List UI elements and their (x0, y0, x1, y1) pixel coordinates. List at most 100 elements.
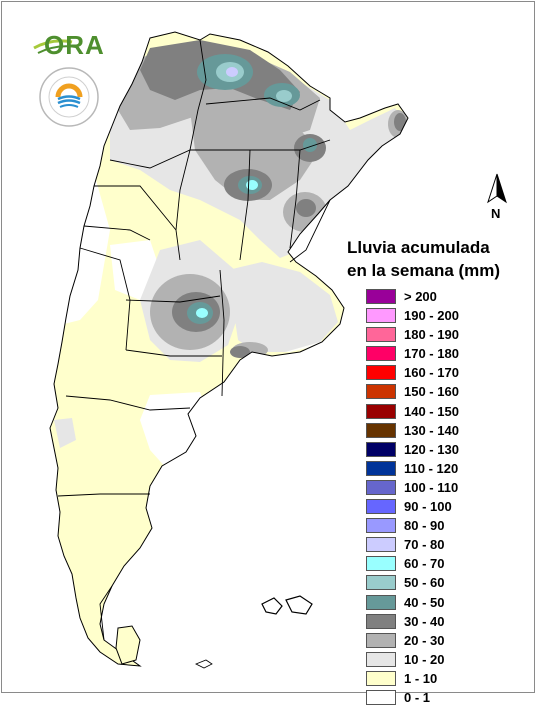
legend-swatch (366, 308, 396, 324)
legend-item: 80 - 90 (366, 516, 506, 535)
boundary-catamarca-chaco (109, 139, 331, 169)
legend-label: 20 - 30 (404, 632, 445, 648)
zone-70-80-salta (226, 67, 238, 77)
legend-item: 30 - 40 (366, 612, 506, 631)
legend-item: 130 - 140 (366, 421, 506, 440)
legend-swatch (366, 499, 396, 515)
legend-label: 190 - 200 (404, 308, 459, 324)
zone-50-60-formosa (276, 90, 292, 102)
legend-label: > 200 (404, 289, 437, 304)
boundary-corrientes-entrerios (289, 199, 331, 263)
legend-label: 160 - 170 (404, 365, 459, 381)
legend-swatch (366, 346, 396, 362)
legend-label: 0 - 1 (404, 689, 431, 705)
ora-logo: ORA (32, 28, 106, 60)
isla-estados (195, 659, 213, 669)
boundary-neuquen-rionegro (65, 395, 191, 411)
zone-30-40-corrientes (296, 199, 316, 217)
legend-swatch (366, 594, 396, 610)
legend-item: 190 - 200 (366, 306, 506, 325)
legend-item: 100 - 110 (366, 478, 506, 497)
legend-label: 120 - 130 (404, 441, 459, 457)
legend-swatch (366, 422, 396, 438)
boundary-santacruz-tdf (99, 585, 113, 641)
rain-fields (50, 40, 408, 470)
legend-swatch (366, 670, 396, 686)
legend-item: 110 - 120 (366, 459, 506, 478)
legend-item: 70 - 80 (366, 535, 506, 554)
legend-label: 80 - 90 (404, 518, 445, 534)
legend-swatch (366, 479, 396, 495)
legend-label: 60 - 70 (404, 556, 445, 572)
boundary-catamarca-cordoba (175, 149, 191, 261)
north-arrow-label: N (491, 206, 501, 221)
legend-item: 20 - 30 (366, 631, 506, 650)
zone-10-20-patagonia (54, 418, 76, 448)
smn-seal-logo (38, 66, 100, 128)
legend-item: 90 - 100 (366, 497, 506, 516)
legend-swatch (366, 689, 396, 705)
legend-title: Lluvia acumulada en la semana (mm) (347, 236, 527, 282)
legend-label: 100 - 110 (404, 479, 459, 495)
legend-label: 40 - 50 (404, 594, 445, 610)
legend-swatch (366, 632, 396, 648)
zone-30-40-misiones (394, 113, 406, 131)
legend-swatch (366, 556, 396, 572)
boundary-lapampa (125, 349, 222, 357)
legend-label: 1 - 10 (404, 670, 438, 686)
legend-item: 120 - 130 (366, 440, 506, 459)
boundary-mendoza-sanluis (79, 247, 131, 351)
zone-60-70-cordoba (196, 308, 208, 318)
legend-swatch (366, 460, 396, 476)
legend-swatch (366, 613, 396, 629)
boundary-larioja (94, 185, 177, 231)
legend-item: 170 - 180 (366, 344, 506, 363)
legend-label: 150 - 160 (404, 384, 459, 400)
zone-40-50-chaco (303, 138, 317, 152)
boundary-cordoba-bsas (219, 269, 225, 397)
legend-title-line1: Lluvia acumulada (347, 238, 490, 257)
zone-20-30-chaco (190, 108, 320, 200)
legend-item: 150 - 160 (366, 382, 506, 401)
legend-swatch (366, 384, 396, 400)
boundary-sanluis-cordoba (125, 295, 221, 303)
legend-title-line2: en la semana (mm) (347, 261, 501, 280)
legend-label: 130 - 140 (404, 422, 459, 438)
legend-swatch (366, 537, 396, 553)
legend-label: 10 - 20 (404, 651, 445, 667)
legend-item: 50 - 60 (366, 573, 506, 592)
legend-item: > 200 (366, 287, 506, 306)
zone-30-40-coast (230, 346, 250, 358)
legend-label: 110 - 120 (404, 460, 459, 476)
legend-swatch (366, 518, 396, 534)
legend-label: 180 - 190 (404, 327, 459, 343)
zone-10-20-bsas (228, 262, 338, 352)
legend-swatch (366, 575, 396, 591)
legend-label: 50 - 60 (404, 575, 445, 591)
province-boundaries (49, 31, 409, 667)
legend-item: 0 - 1 (366, 688, 506, 707)
legend-item: 180 - 190 (366, 325, 506, 344)
legend-item: 60 - 70 (366, 554, 506, 573)
legend-item: 1 - 10 (366, 669, 506, 688)
boundary-salta-formosa (205, 97, 321, 111)
north-arrow: N (482, 172, 512, 222)
legend-swatch (366, 441, 396, 457)
legend-item: 10 - 20 (366, 650, 506, 669)
legend-label: 90 - 100 (404, 499, 452, 515)
boundary-santafe-corrientes (289, 149, 301, 249)
boundary-chubut-santacruz (57, 493, 150, 497)
legend-label: 30 - 40 (404, 613, 445, 629)
legend-swatch (366, 403, 396, 419)
legend-swatch (366, 289, 396, 304)
boundary-sanjuan (83, 225, 151, 241)
legend-swatch (366, 327, 396, 343)
tierra-del-fuego (115, 625, 141, 665)
legend-swatch (366, 365, 396, 381)
ora-logo-text: ORA (44, 30, 105, 60)
islas-malvinas (261, 595, 313, 615)
legend-item: 40 - 50 (366, 593, 506, 612)
boundary-santiago (239, 149, 251, 261)
boundary-jujuy-salta (189, 39, 207, 151)
legend-label: 140 - 150 (404, 403, 459, 419)
